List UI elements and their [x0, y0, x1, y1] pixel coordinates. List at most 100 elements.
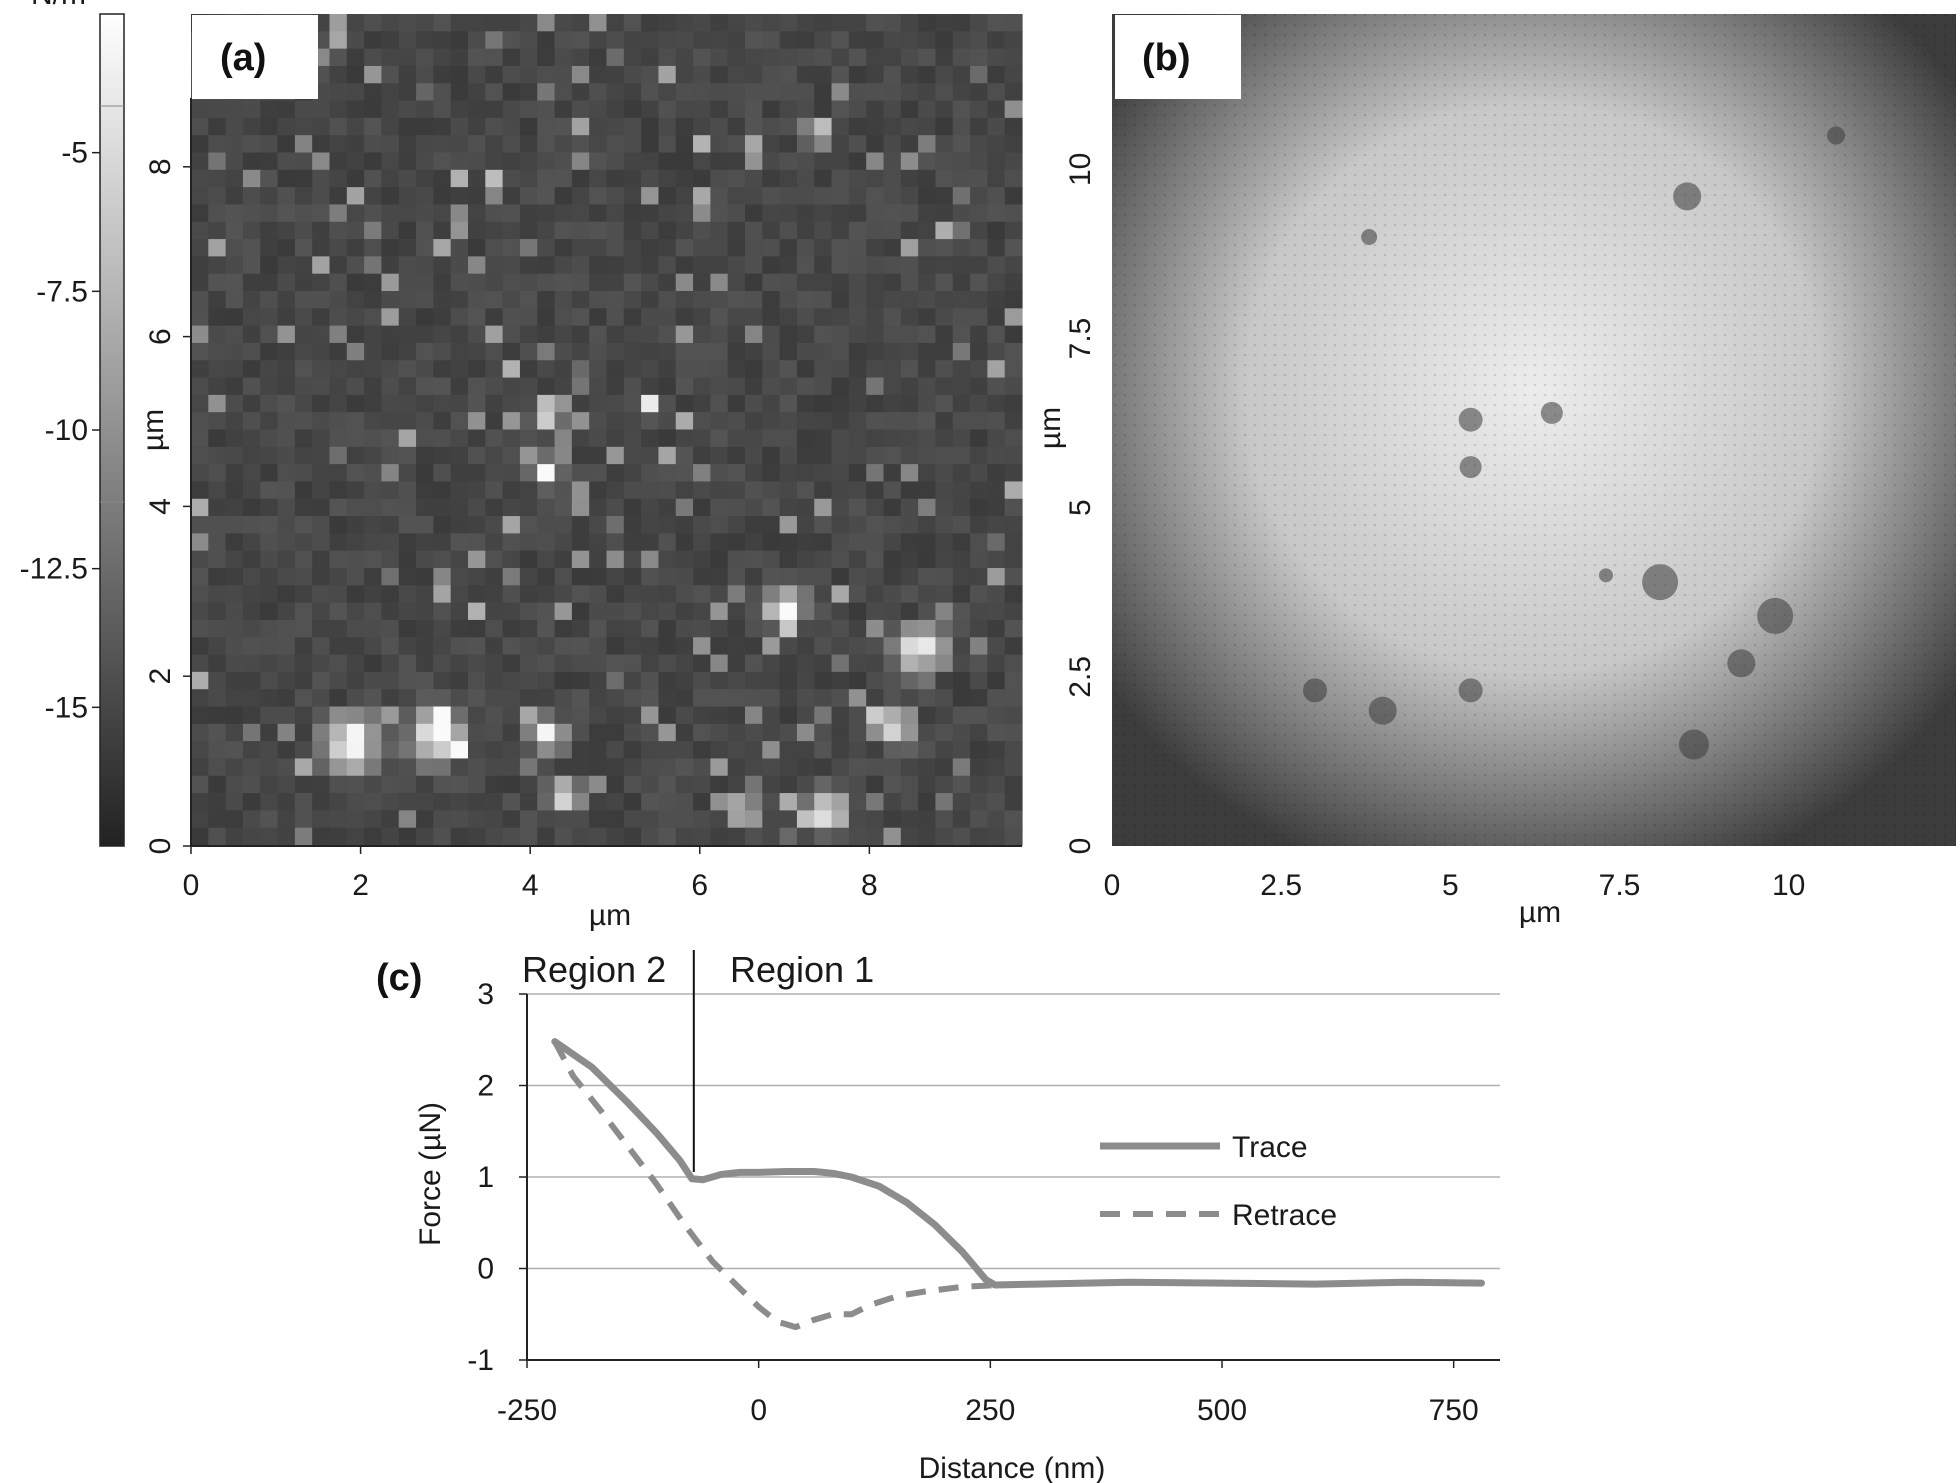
panel-b-label-box [1115, 15, 1241, 99]
force-map-pixel [433, 464, 452, 483]
topography-pits [1303, 126, 1846, 760]
force-map-pixel [658, 221, 677, 240]
force-map-pixel [519, 585, 538, 604]
force-map-pixel [693, 706, 711, 725]
force-map-pixel [294, 117, 313, 136]
force-map-pixel [848, 741, 867, 760]
force-map-pixel [468, 187, 486, 206]
force-map-pixel [208, 256, 227, 275]
force-map-pixel [658, 533, 677, 552]
force-map-pixel [329, 810, 348, 829]
force-map-pixel [260, 308, 279, 327]
force-map-pixel [329, 827, 348, 846]
force-map-pixel [970, 273, 988, 292]
force-map-pixel [952, 810, 971, 829]
force-map-pixel [866, 689, 885, 708]
force-map-pixel [346, 377, 365, 396]
force-map-pixel [779, 533, 798, 552]
force-map-pixel [918, 637, 937, 656]
force-map-pixel [468, 602, 486, 621]
topography-pit [1678, 729, 1709, 760]
force-map-pixel [416, 619, 434, 638]
force-map-pixel [641, 446, 660, 465]
force-map-pixel [537, 827, 556, 846]
force-map-pixel [918, 498, 937, 517]
force-map-pixel [260, 654, 279, 673]
force-map-pixel [294, 429, 313, 448]
force-map-pixel [762, 308, 781, 327]
force-map-pixel [537, 169, 556, 188]
force-map-pixel [831, 516, 850, 534]
force-map-pixel [381, 793, 400, 811]
force-map-pixel [900, 169, 919, 188]
force-map-pixel [641, 516, 660, 534]
force-map-pixel [242, 671, 261, 690]
force-map-pixel [398, 516, 417, 534]
force-map-pixel [623, 637, 642, 656]
force-map-pixel [693, 568, 711, 586]
force-map-pixel [468, 48, 486, 67]
force-map-pixel [883, 654, 902, 673]
force-map-pixel [675, 793, 694, 811]
force-map-pixel [1004, 775, 1023, 794]
force-map-pixel [693, 412, 711, 431]
force-map-pixel [346, 637, 365, 656]
force-map-pixel [398, 256, 417, 275]
force-map-pixel [814, 793, 833, 811]
force-map-pixel [433, 412, 452, 431]
force-map-pixel [970, 619, 988, 638]
force-map-pixel [900, 83, 919, 102]
force-map-pixel [883, 585, 902, 604]
force-map-pixel [502, 498, 521, 517]
force-map-pixel [831, 758, 850, 777]
force-map-pixel [485, 135, 504, 154]
force-map-pixel [208, 723, 227, 742]
force-map-pixel [900, 741, 919, 760]
force-map-pixel [571, 100, 590, 119]
force-map-pixel [381, 204, 400, 223]
force-map-pixel [883, 48, 902, 67]
force-map-pixel [658, 187, 677, 206]
force-map-pixel [831, 619, 850, 638]
force-map-pixel [779, 14, 798, 32]
force-map-pixel [693, 585, 711, 604]
force-map-pixel [242, 117, 261, 136]
force-map-pixel [727, 325, 746, 344]
force-map-pixel [762, 550, 781, 569]
force-map-pixel [485, 360, 504, 379]
force-map-pixel [571, 446, 590, 465]
force-map-pixel [900, 550, 919, 569]
force-map-pixel [381, 14, 400, 32]
force-map-pixel [502, 48, 521, 67]
force-map-pixel [589, 152, 608, 171]
force-map-pixel [381, 775, 400, 794]
force-map-pixel [831, 273, 850, 292]
force-map-pixel [779, 412, 798, 431]
force-map-pixel [312, 394, 331, 413]
force-map-pixel [260, 741, 279, 760]
force-map-pixel [796, 741, 815, 760]
force-map-pixel [346, 83, 365, 102]
panel-a-label-box [192, 15, 318, 99]
force-map-pixel [554, 100, 573, 119]
force-map-pixel [710, 516, 729, 534]
force-map-pixel [710, 550, 729, 569]
force-map-pixel [935, 689, 954, 708]
force-map-pixel [329, 152, 348, 171]
force-map-pixel [416, 412, 434, 431]
force-map-pixel [606, 516, 625, 534]
force-map-pixel [242, 152, 261, 171]
force-map-pixel [312, 619, 331, 638]
force-map-pixel [623, 83, 642, 102]
force-map-pixel [623, 464, 642, 483]
force-map-pixel [814, 446, 833, 465]
panel-a-y-tick-label: 4 [144, 498, 177, 515]
force-map-pixel [312, 758, 331, 777]
force-map-pixel [329, 498, 348, 517]
force-map-pixel [381, 83, 400, 102]
force-map-pixel [191, 412, 209, 431]
force-map-pixel [952, 308, 971, 327]
force-map-pixel [242, 481, 261, 500]
force-map-pixel [710, 360, 729, 379]
